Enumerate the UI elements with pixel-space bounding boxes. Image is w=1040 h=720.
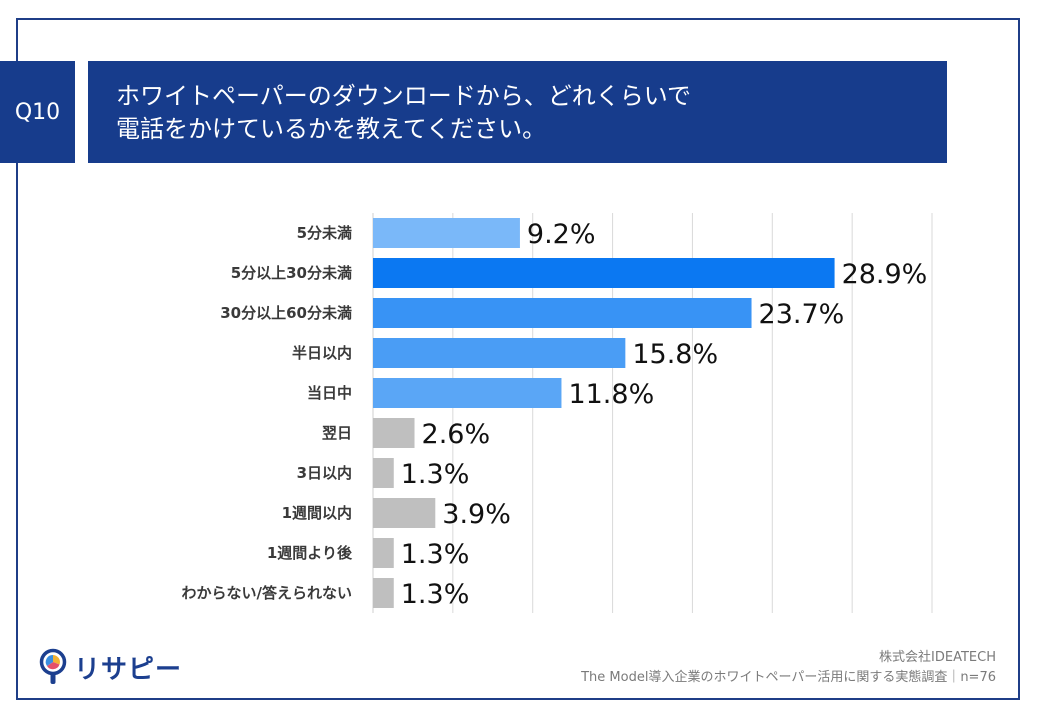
value-label: 1.3% [401,579,470,610]
category-label: 1週間以内 [282,504,352,522]
logo-text: リサピー [74,654,183,685]
risapi-logo: リサピー [38,648,182,686]
value-label: 23.7% [759,299,845,330]
bar-6 [373,458,394,488]
question-number-badge: Q10 [0,61,75,163]
lightbulb-pie-icon [39,648,67,684]
category-label: 3日以内 [297,464,352,482]
question-line-2: 電話をかけているかを教えてください。 [116,115,547,143]
value-label: 2.6% [422,419,491,450]
value-label: 15.8% [632,339,718,370]
bar-5 [373,418,415,448]
value-label: 11.8% [568,379,654,410]
footer-company: 株式会社IDEATECH [879,650,996,665]
category-label: 半日以内 [292,344,352,362]
category-label: 5分未満 [297,224,352,242]
bar-2 [373,298,752,328]
value-label: 1.3% [401,459,470,490]
bar-3 [373,338,626,368]
category-label: わからない/答えられない [182,584,352,602]
question-number: Q10 [14,99,61,125]
category-label: 翌日 [322,424,352,442]
bar-9 [373,578,394,608]
question-title-box: ホワイトペーパーのダウンロードから、どれくらいで 電話をかけているかを教えてくだ… [88,61,947,163]
category-label: 5分以上30分未満 [231,264,352,282]
value-label: 3.9% [442,499,511,530]
value-label: 1.3% [401,539,470,570]
category-label: 1週間より後 [267,544,353,562]
bar-0 [373,218,520,248]
bar-7 [373,498,436,528]
footer-survey-note: The Model導入企業のホワイトペーパー活用に関する実態調査｜n=76 [581,670,996,685]
bar-1 [373,258,835,288]
bar-4 [373,378,562,408]
bar-8 [373,538,394,568]
value-label: 28.9% [842,259,928,290]
category-label: 30分以上60分未満 [220,304,352,322]
question-line-1: ホワイトペーパーのダウンロードから、どれくらいで [116,82,692,110]
category-label: 当日中 [307,384,352,402]
value-label: 9.2% [527,219,596,250]
